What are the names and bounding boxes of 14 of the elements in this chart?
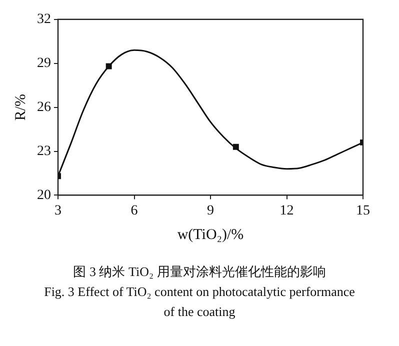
x-axis-title: w(TiO₂)/% — [177, 226, 244, 243]
y-axis-title: R/% — [12, 94, 29, 121]
y-tick-label: 29 — [37, 56, 51, 72]
y-tick-label: 26 — [37, 100, 51, 115]
y-tick-label: 20 — [37, 188, 51, 203]
y-tick-label: 32 — [37, 12, 51, 28]
x-tick-label: 12 — [280, 203, 294, 218]
caption: 图 3 纳米 TiO₂ 用量对涂料光催化性能的影响 — [72, 263, 327, 281]
x-tick-label: 6 — [130, 203, 138, 218]
caption: Fig. 3 Effect of TiO₂ content on photocatalytic performance of the coating — [43, 283, 356, 321]
y-tick-label: 23 — [37, 144, 51, 159]
x-tick-label: 9 — [207, 203, 214, 218]
x-tick-label: 3 — [54, 203, 62, 218]
x-tick-label: 15 — [356, 203, 370, 218]
